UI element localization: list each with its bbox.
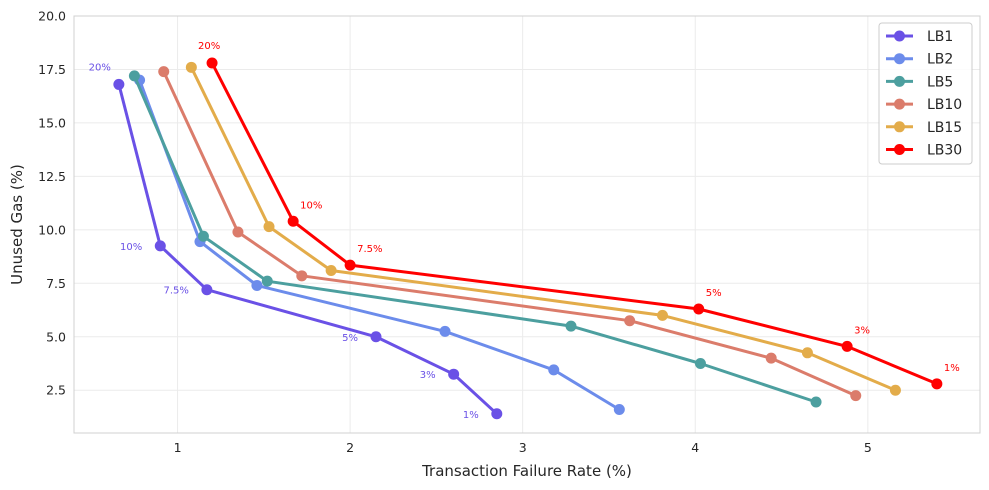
data-point xyxy=(810,396,822,408)
point-annotation: 3% xyxy=(420,370,436,381)
point-annotation: 20% xyxy=(198,41,220,52)
legend-label: LB1 xyxy=(927,29,953,45)
series-line xyxy=(138,78,621,411)
legend-label: LB5 xyxy=(927,74,953,90)
data-point xyxy=(613,403,625,415)
data-point xyxy=(448,368,460,380)
data-point xyxy=(287,215,299,227)
data-point xyxy=(801,347,813,359)
point-annotation: 10% xyxy=(300,200,322,211)
data-point xyxy=(261,275,273,287)
x-tick-label: 3 xyxy=(519,440,527,455)
legend-swatch-marker xyxy=(894,121,905,133)
point-annotation: 5% xyxy=(342,333,358,344)
data-point xyxy=(113,78,125,90)
data-point xyxy=(370,331,382,343)
legend-item: LB2 xyxy=(886,52,953,68)
legend-swatch-marker xyxy=(894,98,905,110)
annotation-layer: 20% 10% 7.5% 5% 3% 1% 20% 10% 7.5% 5% 3% 1% xyxy=(89,41,960,421)
series-line xyxy=(210,61,939,386)
data-point xyxy=(548,364,560,376)
data-point xyxy=(439,325,451,337)
data-point xyxy=(889,384,901,396)
point-annotation: 1% xyxy=(944,363,960,374)
legend: LB1 LB2 LB5 LB10 LB15 LB30 xyxy=(878,22,973,165)
x-tick-label: 2 xyxy=(346,440,354,455)
legend-label: LB30 xyxy=(927,143,962,159)
data-point xyxy=(344,259,356,271)
x-tick-label: 4 xyxy=(691,440,699,455)
y-tick-label: 17.5 xyxy=(38,62,66,77)
data-point xyxy=(931,378,943,390)
data-point xyxy=(694,358,706,369)
legend-swatch-marker xyxy=(894,53,905,65)
data-point xyxy=(765,352,777,364)
legend-item: LB10 xyxy=(886,97,962,113)
y-tick-label: 2.5 xyxy=(46,383,66,398)
y-tick-label: 15.0 xyxy=(38,115,66,130)
grid xyxy=(74,15,980,433)
point-annotation: 5% xyxy=(706,288,722,299)
point-annotation: 7.5% xyxy=(163,286,188,297)
data-point xyxy=(263,221,275,233)
x-tick-label: 5 xyxy=(864,440,872,455)
legend-item: LB30 xyxy=(886,143,962,159)
series-lb1 xyxy=(113,78,503,420)
series-lb10 xyxy=(158,66,862,402)
legend-label: LB15 xyxy=(927,120,962,136)
data-point xyxy=(491,408,503,420)
x-axis-title: Transaction Failure Rate (%) xyxy=(421,462,632,480)
legend-label: LB2 xyxy=(927,52,953,68)
series-lb15 xyxy=(185,61,901,396)
data-point xyxy=(693,303,705,315)
y-tick-label: 10.0 xyxy=(38,222,66,237)
series-lb5 xyxy=(128,70,822,408)
series-line xyxy=(132,74,818,404)
legend-item: LB15 xyxy=(886,120,962,136)
data-point xyxy=(201,284,213,296)
data-point xyxy=(850,390,862,402)
data-point xyxy=(565,320,577,332)
y-tick-label: 7.5 xyxy=(46,276,66,291)
legend-item: LB1 xyxy=(886,29,953,45)
series-layer xyxy=(113,57,943,420)
data-point xyxy=(296,270,308,282)
data-point xyxy=(251,279,263,291)
data-point xyxy=(841,340,853,352)
y-tick-label: 5.0 xyxy=(46,329,66,344)
data-point xyxy=(185,61,197,73)
legend-swatch-marker xyxy=(894,144,905,155)
data-point xyxy=(624,315,636,327)
data-point xyxy=(154,240,166,252)
legend-swatch-marker xyxy=(894,75,905,87)
data-point xyxy=(128,70,140,82)
point-annotation: 10% xyxy=(120,242,142,253)
y-axis: 2.5 5.0 7.5 10.0 12.5 15.0 17.5 20.0 xyxy=(38,9,66,398)
y-tick-label: 20.0 xyxy=(38,9,66,24)
data-point xyxy=(325,264,337,276)
data-point xyxy=(232,226,244,238)
series-line xyxy=(189,65,897,392)
y-axis-title: Unused Gas (%) xyxy=(8,164,26,285)
legend-label: LB10 xyxy=(927,97,962,113)
data-point xyxy=(197,230,209,242)
point-annotation: 20% xyxy=(89,62,111,73)
legend-swatch-marker xyxy=(894,30,905,42)
data-point xyxy=(656,309,668,321)
series-line xyxy=(117,82,499,416)
series-line xyxy=(162,70,858,398)
legend-item: LB5 xyxy=(886,74,953,90)
y-tick-label: 12.5 xyxy=(38,169,66,184)
data-point xyxy=(158,66,170,78)
x-tick-label: 1 xyxy=(174,440,182,455)
point-annotation: 1% xyxy=(463,410,479,421)
point-annotation: 7.5% xyxy=(357,244,382,255)
series-lb30 xyxy=(206,57,943,390)
x-axis: 1 2 3 4 5 xyxy=(174,440,872,455)
plot-area xyxy=(73,15,981,434)
data-point xyxy=(206,57,218,69)
point-annotation: 3% xyxy=(854,325,870,336)
